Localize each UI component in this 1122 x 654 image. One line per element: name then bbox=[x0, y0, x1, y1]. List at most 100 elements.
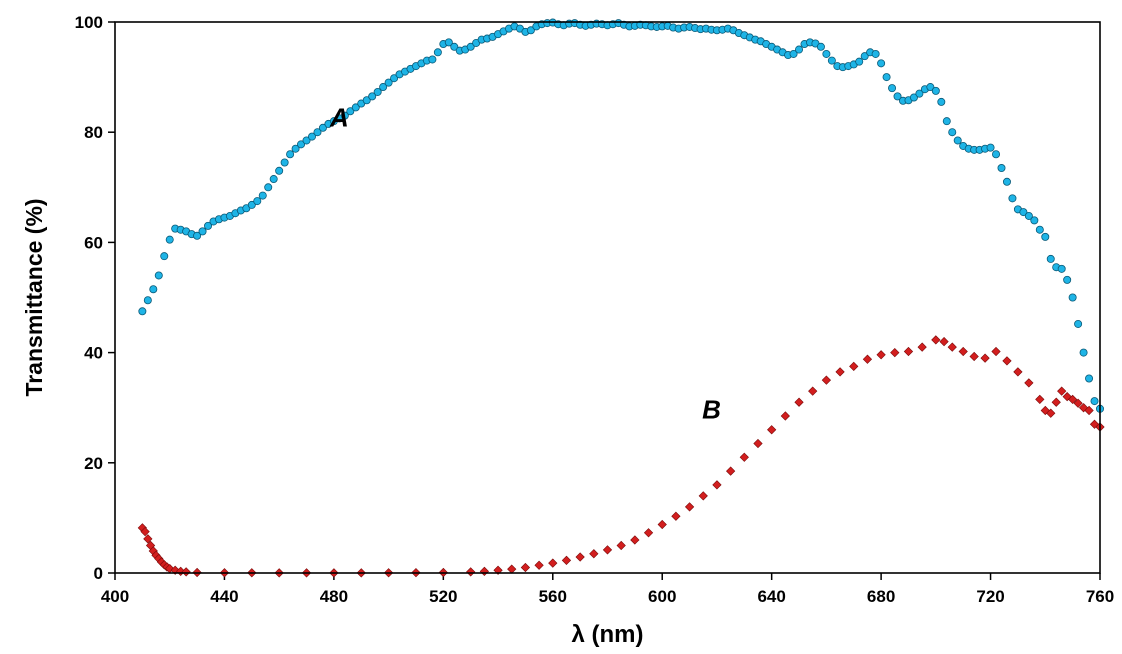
series-b-point bbox=[630, 535, 640, 545]
series-b-point bbox=[862, 354, 873, 364]
series-a-point bbox=[269, 175, 278, 184]
series-b-point bbox=[1062, 392, 1072, 402]
series-a-point bbox=[362, 96, 371, 105]
series-a-point bbox=[1024, 211, 1033, 220]
series-a-point bbox=[302, 136, 311, 145]
x-axis-title: λ (nm) bbox=[572, 621, 644, 648]
series-a-point bbox=[1019, 208, 1028, 217]
series-b-point bbox=[1051, 397, 1061, 407]
series-b-point bbox=[1024, 378, 1034, 388]
series-a-point bbox=[1002, 177, 1011, 186]
series-a-point bbox=[526, 26, 535, 35]
series-b-point bbox=[939, 336, 949, 347]
x-tick-label: 720 bbox=[976, 587, 1004, 606]
series-a-point bbox=[1030, 216, 1039, 225]
series-a-point bbox=[986, 143, 995, 152]
x-tick-label: 520 bbox=[429, 587, 457, 606]
series-b-point bbox=[575, 552, 585, 562]
series-a-point bbox=[1035, 225, 1044, 234]
series-b-point bbox=[181, 567, 191, 577]
series-b-point bbox=[561, 555, 572, 565]
series-b-point bbox=[1013, 367, 1023, 377]
y-tick-label: 20 bbox=[84, 454, 103, 473]
series-b-point bbox=[991, 346, 1001, 357]
y-tick-label: 40 bbox=[84, 344, 103, 363]
y-tick-label: 60 bbox=[84, 233, 103, 252]
series-a-point bbox=[165, 235, 174, 244]
series-a-markers bbox=[138, 18, 1105, 413]
series-a-point bbox=[789, 49, 798, 58]
series-a-point bbox=[390, 74, 399, 83]
series-a-point bbox=[280, 158, 289, 167]
series-a-point bbox=[275, 166, 284, 175]
series-b-point bbox=[657, 519, 667, 530]
series-b-point bbox=[1002, 356, 1012, 366]
series-a-point bbox=[198, 227, 207, 236]
series-b-point bbox=[739, 452, 749, 462]
series-b-point bbox=[466, 567, 476, 577]
series-a-point bbox=[795, 45, 804, 54]
series-b-point bbox=[479, 566, 489, 576]
series-b-point bbox=[684, 502, 695, 512]
series-b-point bbox=[643, 528, 654, 538]
series-b-point bbox=[835, 367, 845, 377]
series-a-point bbox=[893, 92, 902, 101]
series-b-point bbox=[753, 438, 763, 449]
series-b-point bbox=[1084, 405, 1094, 416]
series-a-point bbox=[953, 136, 962, 145]
series-b-point bbox=[808, 386, 818, 396]
series-a-point bbox=[258, 191, 267, 200]
series-a-point bbox=[877, 59, 886, 68]
series-a-point bbox=[368, 92, 377, 101]
series-b-point bbox=[1035, 394, 1045, 405]
series-b-point bbox=[947, 342, 957, 352]
series-b-point bbox=[849, 361, 859, 371]
series-b-point bbox=[548, 558, 558, 568]
series-a-point bbox=[318, 123, 327, 132]
x-tick-label: 400 bbox=[101, 587, 129, 606]
series-a-point bbox=[860, 52, 869, 61]
series-a-point bbox=[1068, 293, 1077, 302]
series-a-point bbox=[313, 128, 322, 137]
x-tick-label: 760 bbox=[1086, 587, 1114, 606]
series-b-point bbox=[520, 562, 531, 573]
series-a-point bbox=[264, 183, 273, 192]
series-a-point bbox=[444, 38, 453, 47]
series-a-point bbox=[1085, 374, 1094, 383]
series-a-point bbox=[346, 107, 355, 116]
series-a-point bbox=[160, 252, 169, 261]
series-a-point bbox=[253, 197, 262, 206]
series-b-point bbox=[534, 560, 544, 570]
series-b-point bbox=[698, 491, 708, 501]
series-a-point bbox=[1008, 194, 1017, 203]
series-a-point bbox=[247, 200, 256, 209]
series-a-point bbox=[888, 84, 897, 93]
x-tick-label: 480 bbox=[320, 587, 348, 606]
series-a-point bbox=[373, 87, 382, 96]
series-b-label: B bbox=[702, 395, 721, 425]
series-b-point bbox=[1068, 394, 1078, 405]
series-a-point bbox=[822, 49, 831, 58]
series-a-point bbox=[428, 55, 437, 64]
x-tick-label: 680 bbox=[867, 587, 895, 606]
series-a-point bbox=[871, 49, 880, 58]
x-tick-label: 640 bbox=[757, 587, 785, 606]
series-b-point bbox=[507, 564, 517, 574]
series-a-point bbox=[1090, 397, 1099, 406]
series-a-point bbox=[909, 93, 918, 102]
series-a-point bbox=[466, 42, 475, 51]
series-a-point bbox=[149, 285, 158, 294]
series-a-point bbox=[351, 103, 360, 112]
series-a-point bbox=[138, 307, 147, 316]
series-b-point bbox=[671, 511, 681, 521]
series-b-point bbox=[1057, 386, 1067, 396]
series-a-point bbox=[154, 271, 163, 280]
series-a-point bbox=[926, 83, 935, 92]
y-axis-ticks: 0 20 40 60 80 100 bbox=[75, 13, 115, 583]
series-a-point bbox=[143, 296, 152, 305]
series-b-point bbox=[1073, 398, 1083, 408]
series-a-label: A bbox=[329, 103, 349, 133]
x-axis-ticks: 400 440 480 520 560 600 640 680 720 760 bbox=[101, 573, 1114, 606]
y-tick-label: 0 bbox=[94, 564, 103, 583]
